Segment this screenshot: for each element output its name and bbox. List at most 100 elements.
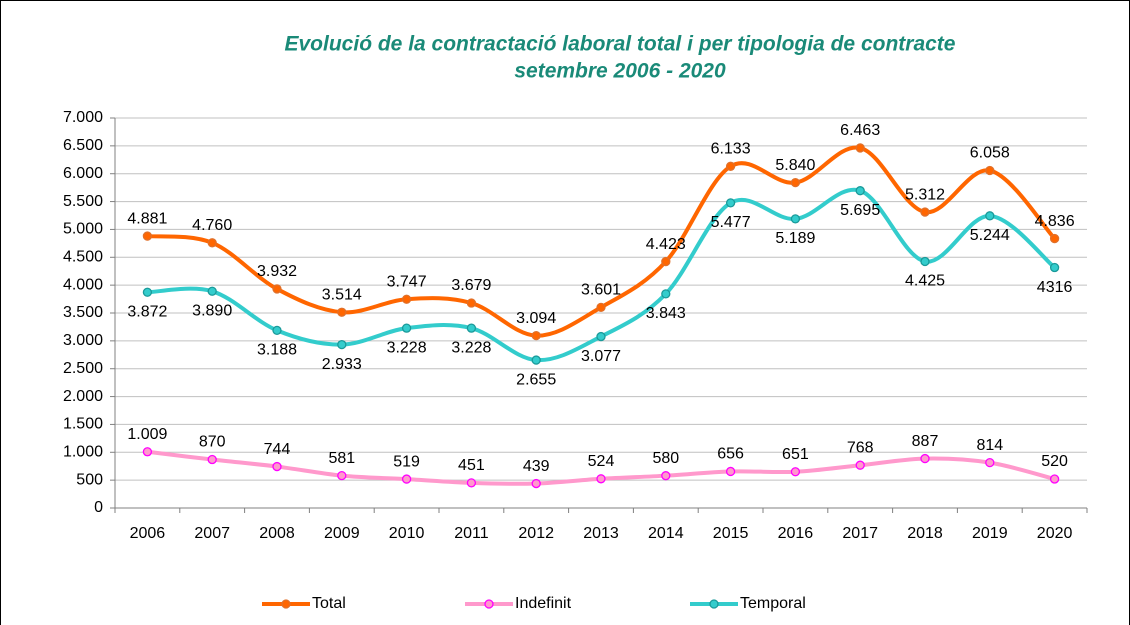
marker xyxy=(855,186,865,196)
legend-label: Temporal xyxy=(740,595,806,612)
data-label: 3.188 xyxy=(257,342,297,359)
data-label: 3.228 xyxy=(451,339,491,356)
marker xyxy=(531,355,541,365)
data-label: 2.933 xyxy=(322,356,362,373)
data-label: 4.425 xyxy=(905,273,945,290)
data-label: 656 xyxy=(717,446,744,463)
data-label: 5.244 xyxy=(970,227,1010,244)
y-tick-label: 6.000 xyxy=(63,165,103,182)
marker xyxy=(401,323,412,333)
marker xyxy=(790,177,801,188)
x-tick-label: 2007 xyxy=(194,525,230,542)
marker xyxy=(337,307,347,317)
data-label: 3.890 xyxy=(192,302,232,319)
marker xyxy=(207,454,217,465)
data-label: 744 xyxy=(264,441,291,458)
marker xyxy=(661,471,671,481)
marker xyxy=(401,474,412,484)
y-tick-label: 0 xyxy=(94,499,103,516)
x-tick-label: 2014 xyxy=(648,525,684,542)
data-label: 4.836 xyxy=(1035,213,1075,230)
data-label: 3.872 xyxy=(127,303,167,320)
legend-label: Indefinit xyxy=(515,595,572,612)
data-label: 439 xyxy=(523,458,550,475)
data-label: 524 xyxy=(588,453,615,470)
x-tick-label: 2009 xyxy=(324,525,360,542)
data-label: 3.077 xyxy=(581,348,621,365)
x-tick-label: 2020 xyxy=(1037,525,1073,542)
marker xyxy=(725,198,736,208)
marker xyxy=(596,331,606,342)
marker xyxy=(920,256,930,267)
data-label: 4.760 xyxy=(192,217,232,234)
marker xyxy=(596,474,606,484)
data-label: 768 xyxy=(847,439,874,456)
x-tick-label: 2018 xyxy=(907,525,943,542)
data-label: 3.094 xyxy=(516,310,556,327)
marker xyxy=(207,238,217,248)
marker xyxy=(466,478,477,488)
y-tick-label: 4.500 xyxy=(63,249,103,266)
data-label: 651 xyxy=(782,446,809,463)
legend-marker xyxy=(709,599,719,609)
series-line xyxy=(147,187,1056,363)
marker xyxy=(531,330,541,341)
marker xyxy=(142,287,153,297)
marker xyxy=(985,211,995,221)
data-label: 6.463 xyxy=(840,122,880,139)
data-label: 451 xyxy=(458,457,485,474)
data-label: 3.932 xyxy=(257,263,297,280)
marker xyxy=(272,284,282,294)
x-tick-label: 2012 xyxy=(518,525,554,542)
marker xyxy=(142,447,153,457)
data-label: 520 xyxy=(1041,453,1068,470)
data-label: 6.058 xyxy=(970,145,1010,162)
marker xyxy=(725,161,736,171)
y-tick-label: 3.500 xyxy=(63,304,103,321)
chart-subtitle: setembre 2006 - 2020 xyxy=(514,60,726,83)
data-label: 4316 xyxy=(1037,279,1073,296)
y-tick-label: 6.500 xyxy=(63,137,103,154)
x-tick-label: 2016 xyxy=(778,525,814,542)
data-label: 2.655 xyxy=(516,371,556,388)
data-label: 870 xyxy=(199,434,226,451)
marker xyxy=(661,256,671,267)
x-tick-label: 2011 xyxy=(454,525,489,542)
y-tick-label: 5.500 xyxy=(63,193,103,210)
marker xyxy=(725,466,736,477)
marker xyxy=(272,461,282,472)
x-tick-label: 2019 xyxy=(972,525,1008,542)
legend-marker xyxy=(281,599,291,609)
data-label: 5.695 xyxy=(840,202,880,219)
marker xyxy=(790,214,801,224)
x-tick-label: 2017 xyxy=(842,525,878,542)
y-tick-label: 2.000 xyxy=(63,388,103,405)
y-tick-label: 1.000 xyxy=(63,444,103,461)
data-label: 3.843 xyxy=(646,305,686,322)
y-tick-label: 5.000 xyxy=(63,221,103,238)
data-label: 6.133 xyxy=(711,141,751,158)
series-line xyxy=(147,145,1057,338)
marker xyxy=(1049,262,1060,273)
legend-label: Total xyxy=(312,595,346,612)
data-label: 887 xyxy=(912,433,939,450)
data-label: 4.881 xyxy=(127,210,167,227)
chart-title: Evolució de la contractació laboral tota… xyxy=(285,33,956,56)
data-label: 581 xyxy=(328,450,355,467)
data-label: 5.312 xyxy=(905,186,945,203)
y-tick-label: 2.500 xyxy=(63,360,103,377)
marker xyxy=(855,143,865,153)
marker xyxy=(272,325,282,336)
x-tick-label: 2013 xyxy=(583,525,619,542)
marker xyxy=(790,467,801,477)
data-label: 5.477 xyxy=(711,214,751,231)
data-label: 3.514 xyxy=(322,286,362,303)
marker xyxy=(920,207,930,217)
data-label: 4.423 xyxy=(646,236,686,253)
data-label: 3.601 xyxy=(581,282,621,299)
y-tick-label: 1.500 xyxy=(63,416,103,433)
marker xyxy=(337,470,347,481)
marker xyxy=(1049,233,1060,244)
y-tick-label: 3.000 xyxy=(63,332,103,349)
